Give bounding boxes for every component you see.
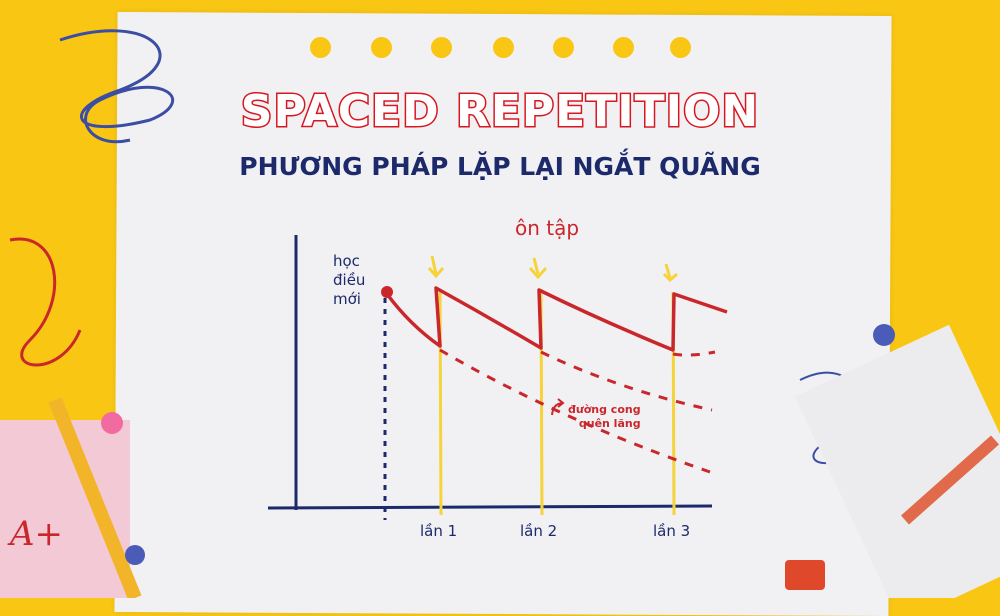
review-arrow-icon <box>427 255 445 279</box>
notebook-decoration <box>794 324 1000 598</box>
forgetting-curve-3 <box>672 350 716 357</box>
learn-label-line: học <box>333 252 360 270</box>
annotation-arrow-icon <box>551 398 565 416</box>
binder-hole <box>613 37 634 58</box>
dot-decoration <box>101 412 123 434</box>
forgetting-curve-label: đường cong quên lãng <box>568 403 641 431</box>
x-axis <box>267 504 713 510</box>
forgetting-curve-diagram: A+ <box>0 29 1000 598</box>
binder-hole <box>553 37 574 58</box>
forgetting-label-line: quên lãng <box>578 417 641 430</box>
paper-sheet-decoration <box>0 420 130 598</box>
binder-hole <box>310 37 331 58</box>
pencil-decoration <box>901 435 999 525</box>
learn-label: học điều mới <box>333 252 365 309</box>
page-subtitle: PHƯƠNG PHÁP LẶP LẠI NGẮT QUÃNG <box>239 152 761 181</box>
page-title: SPACED REPETITION <box>239 85 760 139</box>
tick-label-review-2: lần 2 <box>520 522 558 540</box>
review-arrow-icon <box>662 263 678 283</box>
retention-curve <box>385 286 728 352</box>
scribble-decoration <box>59 29 174 144</box>
review-arrow-icon <box>528 257 548 280</box>
forgetting-label-line: đường cong <box>568 403 641 416</box>
pencil-decoration <box>48 397 142 598</box>
dot-decoration <box>873 324 895 346</box>
learn-label-line: mới <box>333 290 361 308</box>
binder-hole <box>670 37 691 58</box>
grade-mark: A+ <box>7 514 63 554</box>
learn-label-line: điều <box>333 271 366 289</box>
binder-hole <box>371 37 392 58</box>
dot-decoration <box>125 545 145 565</box>
sharpener-decoration <box>785 560 825 590</box>
tick-label-review-3: lần 3 <box>653 522 691 540</box>
binder-hole <box>431 37 452 58</box>
scribble-decoration <box>9 237 82 367</box>
binder-hole <box>493 37 514 58</box>
forgetting-curve-2 <box>540 350 713 412</box>
tick-label-review-1: lần 1 <box>420 522 458 540</box>
forgetting-curve-1 <box>439 348 711 474</box>
review-label: ôn tập <box>515 216 580 240</box>
learn-point <box>381 286 393 298</box>
